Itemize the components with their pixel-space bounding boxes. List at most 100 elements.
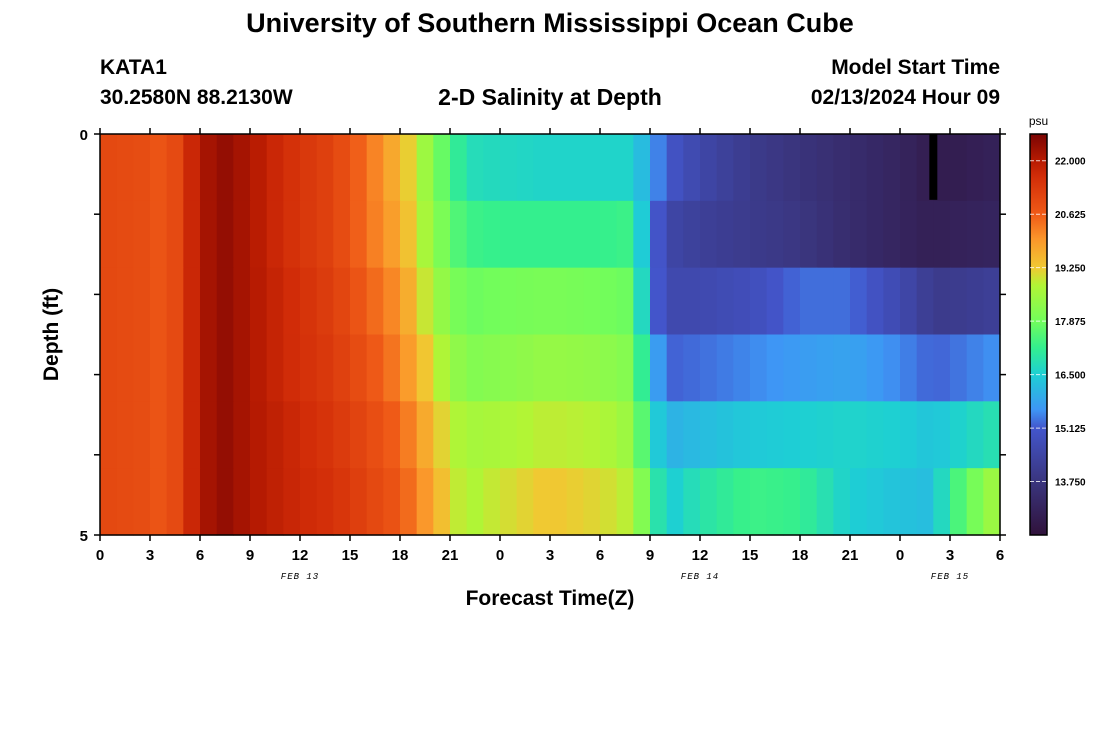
- heatmap-cell: [733, 401, 751, 469]
- heatmap-cell: [150, 267, 168, 336]
- heatmap-cell: [933, 468, 951, 536]
- x-tick-label: 21: [442, 547, 459, 564]
- heatmap-cell: [466, 200, 484, 269]
- heatmap-cell: [416, 134, 434, 202]
- heatmap-cell: [883, 267, 901, 336]
- heatmap-cell: [900, 134, 918, 202]
- heatmap-cell: [200, 334, 218, 402]
- heatmap-cell: [950, 401, 968, 469]
- heatmap-cell: [850, 200, 868, 269]
- heatmap-cell: [550, 200, 568, 269]
- colorbar-tick-label: 20.625: [1055, 210, 1086, 221]
- heatmap-cell: [300, 401, 318, 469]
- heatmap-cell: [566, 134, 584, 202]
- heatmap-cell: [216, 468, 234, 536]
- heatmap-cell: [550, 134, 568, 202]
- chart-title: University of Southern Mississippi Ocean…: [246, 8, 854, 38]
- heatmap-cell: [533, 200, 551, 269]
- heatmap-cell: [133, 200, 151, 269]
- heatmap-cell: [633, 134, 651, 202]
- heatmap-cell: [783, 267, 801, 336]
- heatmap-cell: [166, 334, 184, 402]
- heatmap-cell: [483, 468, 501, 536]
- heatmap-cell: [533, 401, 551, 469]
- heatmap-cell: [183, 267, 201, 336]
- heatmap-cell: [350, 134, 368, 202]
- heatmap-cell: [883, 401, 901, 469]
- heatmap-cell: [283, 334, 301, 402]
- heatmap-cell: [816, 468, 834, 536]
- heatmap-cell: [950, 334, 968, 402]
- heatmap-cell: [566, 334, 584, 402]
- heatmap-cell: [700, 334, 718, 402]
- heatmap-cell: [766, 334, 784, 402]
- model-start-value: 02/13/2024 Hour 09: [810, 86, 1000, 109]
- heatmap-cell: [533, 468, 551, 536]
- station-coordinates: 30.2580N 88.2130W: [100, 86, 293, 109]
- missing-data-marker-layer: [929, 134, 938, 200]
- heatmap-cell: [183, 200, 201, 269]
- heatmap-cell: [650, 401, 668, 469]
- heatmap-cell: [500, 134, 518, 202]
- heatmap-cell: [983, 267, 1001, 336]
- x-tick-label: 21: [842, 547, 859, 564]
- heatmap-cell: [683, 267, 701, 336]
- heatmap-cell: [666, 401, 684, 469]
- heatmap-cell: [200, 200, 218, 269]
- heatmap-cell: [716, 334, 734, 402]
- heatmap-cell: [783, 401, 801, 469]
- heatmap-cell: [900, 401, 918, 469]
- heatmap-cell: [650, 468, 668, 536]
- heatmap-cell: [316, 334, 334, 402]
- heatmap-cell: [683, 401, 701, 469]
- heatmap-cell: [683, 468, 701, 536]
- heatmap-cell: [933, 200, 951, 269]
- heatmap-cell: [633, 401, 651, 469]
- heatmap-cell: [383, 334, 401, 402]
- heatmap-cell: [183, 134, 201, 202]
- heatmap-cell: [300, 334, 318, 402]
- x-tick-label: 6: [196, 547, 204, 564]
- heatmap-cell: [650, 334, 668, 402]
- heatmap-cell: [816, 401, 834, 469]
- heatmap-cell: [916, 267, 934, 336]
- heatmap-cell: [950, 267, 968, 336]
- heatmap-cell: [750, 267, 768, 336]
- heatmap-cell: [900, 334, 918, 402]
- heatmap-cell: [833, 334, 851, 402]
- axis-ticks: [94, 128, 1006, 541]
- heatmap-cell: [183, 468, 201, 536]
- heatmap-cell: [833, 200, 851, 269]
- heatmap-cell: [983, 468, 1001, 536]
- heatmap-cell: [966, 468, 984, 536]
- x-tick-label: 3: [146, 547, 154, 564]
- heatmap-cell: [100, 267, 118, 336]
- heatmap-cell: [150, 468, 168, 536]
- heatmap-cell: [383, 200, 401, 269]
- date-label: FEB 13: [281, 572, 319, 582]
- heatmap-cell: [450, 134, 468, 202]
- heatmap-cell: [483, 200, 501, 269]
- heatmap-cell: [150, 334, 168, 402]
- heatmap-cell: [116, 134, 134, 202]
- heatmap-cell: [250, 334, 268, 402]
- heatmap-cell: [950, 468, 968, 536]
- heatmap-cell: [366, 200, 384, 269]
- colorbar-gradient: [1029, 133, 1048, 536]
- heatmap-cell: [483, 401, 501, 469]
- heatmap-cell: [266, 134, 284, 202]
- heatmap-cell: [100, 468, 118, 536]
- heatmap-cell: [333, 200, 351, 269]
- heatmap-cell: [600, 468, 618, 536]
- heatmap-cell: [800, 200, 818, 269]
- heatmap-cell: [483, 134, 501, 202]
- heatmap-cell: [100, 134, 118, 202]
- heatmap-cell: [850, 468, 868, 536]
- heatmap-cell: [866, 134, 884, 202]
- x-tick-label: 6: [996, 547, 1004, 564]
- heatmap-cell: [300, 200, 318, 269]
- heatmap-cell: [933, 334, 951, 402]
- heatmap-cell: [833, 134, 851, 202]
- heatmap-cell: [416, 267, 434, 336]
